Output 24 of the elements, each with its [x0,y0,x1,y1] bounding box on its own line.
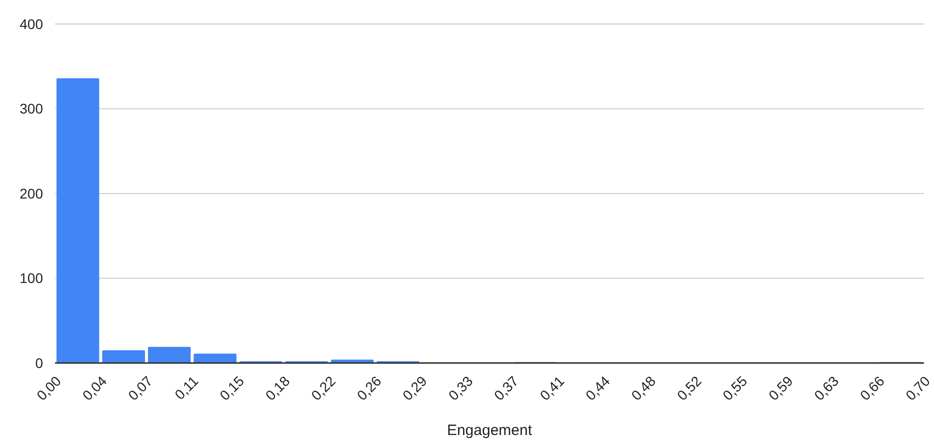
y-tick-label: 200 [20,185,44,202]
x-tick-label: 0,48 [628,372,659,404]
y-tick-label: 100 [20,270,44,286]
x-tick-label: 0,29 [399,372,430,404]
x-tick-label: 0,44 [582,372,614,404]
x-tick-label: 0,18 [262,372,293,404]
x-tick-label: 0,41 [536,372,568,404]
x-tick-label: 0,04 [79,372,110,404]
x-tick-label: 0,33 [445,372,476,404]
x-tick-label: 0,55 [719,372,750,404]
x-tick-label: 0,15 [216,372,248,404]
x-tick-label: 0,63 [810,372,842,404]
y-tick-label: 300 [20,100,44,117]
y-tick-label: 0 [35,354,44,371]
x-tick-label: 0,11 [171,372,202,403]
x-tick-label: 0,52 [674,372,705,404]
x-tick-label: 0,22 [308,372,339,404]
x-tick-label: 0,70 [902,372,934,404]
x-tick-label: 0,59 [765,372,796,404]
y-tick-label: 400 [20,16,44,32]
x-tick-label: 0,00 [33,372,64,404]
x-axis-title: Engagement [446,422,533,439]
x-tick-label: 0,66 [856,372,888,404]
x-tick-label: 0,26 [354,372,384,404]
